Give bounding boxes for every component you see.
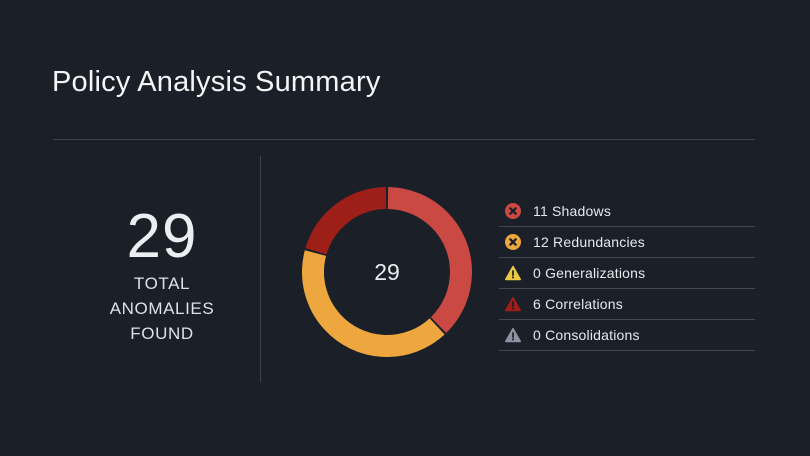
anomaly-donut-chart[interactable]: 29 bbox=[302, 187, 472, 357]
total-anomalies-value: 29 bbox=[126, 202, 198, 271]
legend-item-label: 11 Shadows bbox=[533, 203, 612, 219]
page-title: Policy Analysis Summary bbox=[52, 66, 381, 98]
anomaly-legend: 11 Shadows 12 Redundancies 0 Generalizat… bbox=[499, 196, 755, 351]
legend-item-consolidations[interactable]: 0 Consolidations bbox=[499, 320, 755, 351]
legend-item-label: 6 Correlations bbox=[533, 296, 623, 312]
stat-label-line: ANOMALIES bbox=[109, 299, 215, 318]
warning-triangle-icon bbox=[505, 296, 521, 312]
total-anomalies-stat: 29 TOTAL ANOMALIES FOUND bbox=[62, 206, 262, 346]
donut-svg bbox=[302, 187, 472, 357]
stat-label-line: FOUND bbox=[130, 324, 194, 343]
legend-item-generalizations[interactable]: 0 Generalizations bbox=[499, 258, 755, 289]
title-divider bbox=[53, 139, 755, 140]
vertical-divider bbox=[260, 156, 261, 382]
legend-item-label: 12 Redundancies bbox=[533, 234, 645, 250]
warning-triangle-icon bbox=[505, 265, 521, 281]
circle-x-icon bbox=[505, 234, 521, 250]
donut-segment-shadows[interactable] bbox=[302, 187, 472, 357]
stat-label-line: TOTAL bbox=[133, 274, 191, 293]
legend-item-redundancies[interactable]: 12 Redundancies bbox=[499, 227, 755, 258]
donut-segment-correlations[interactable] bbox=[302, 187, 472, 357]
legend-item-shadows[interactable]: 11 Shadows bbox=[499, 196, 755, 227]
circle-x-icon bbox=[505, 203, 521, 219]
total-anomalies-label: TOTAL ANOMALIES FOUND bbox=[62, 271, 262, 346]
legend-item-correlations[interactable]: 6 Correlations bbox=[499, 289, 755, 320]
legend-item-label: 0 Consolidations bbox=[533, 327, 640, 343]
legend-item-label: 0 Generalizations bbox=[533, 265, 646, 281]
warning-triangle-icon bbox=[505, 327, 521, 343]
